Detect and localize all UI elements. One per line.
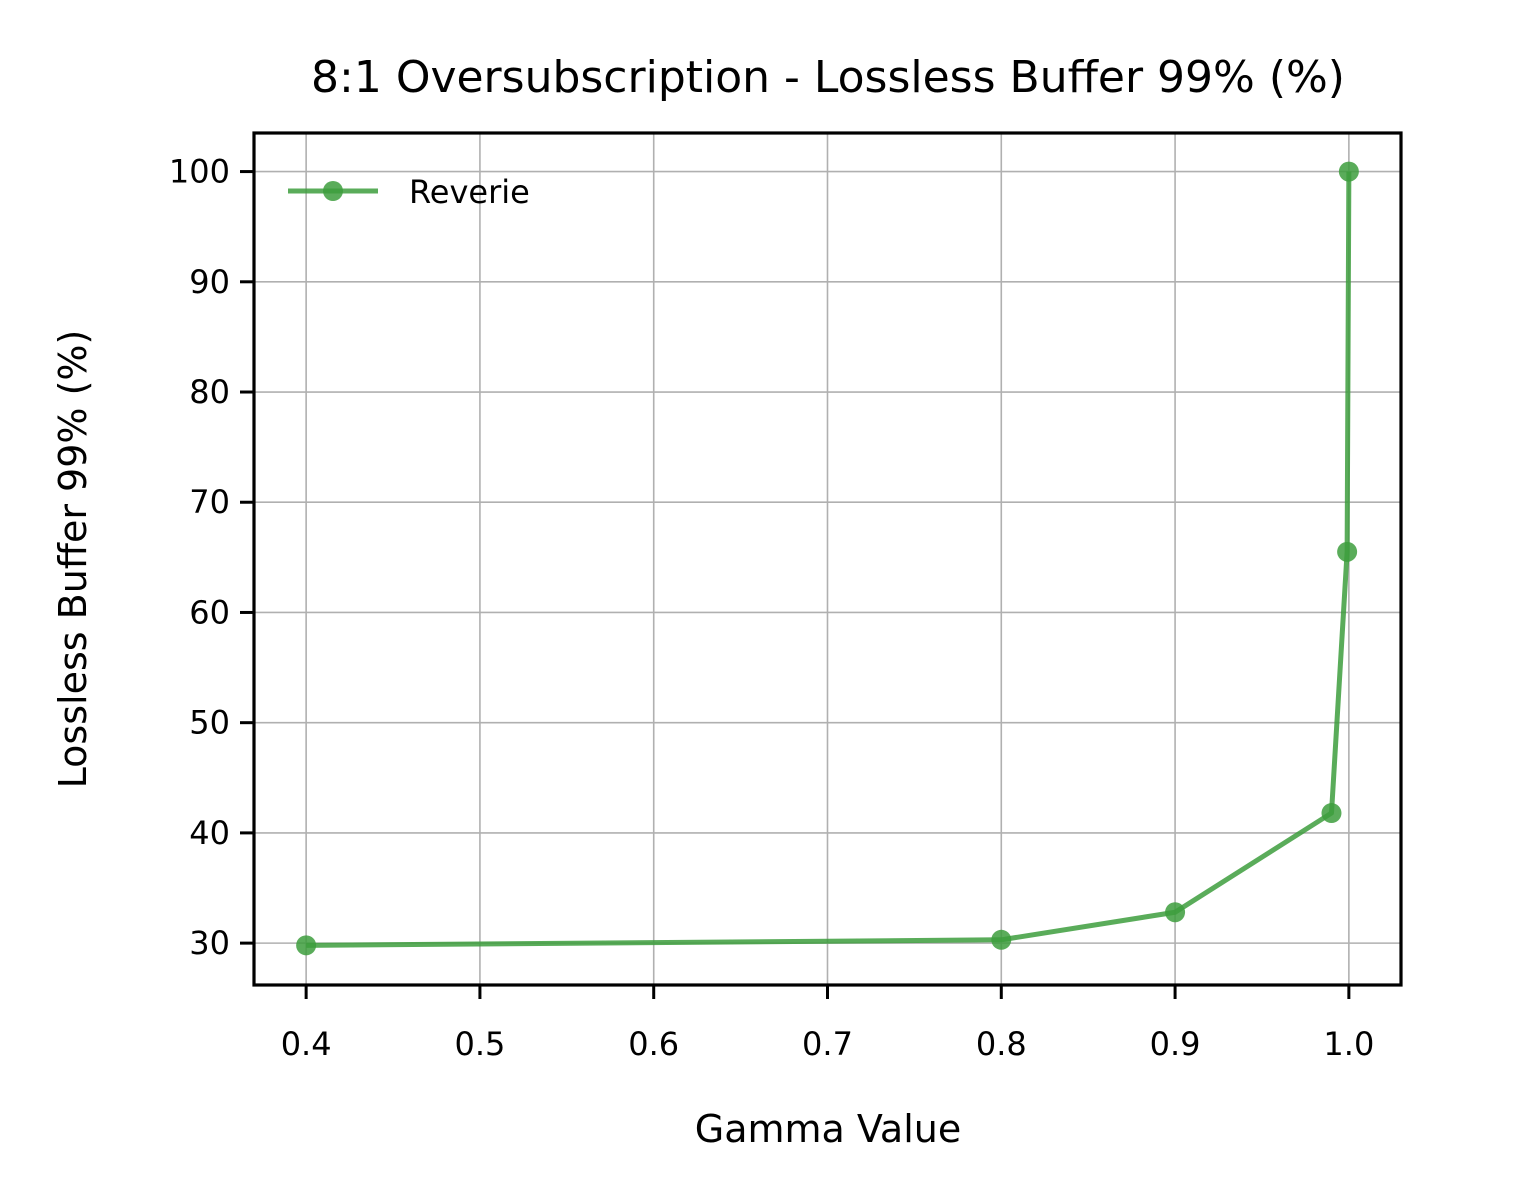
data-point — [1165, 902, 1186, 923]
x-tick-label: 0.6 — [628, 1025, 679, 1063]
series-reverie — [296, 161, 1359, 956]
x-tick-label: 0.5 — [454, 1025, 505, 1063]
legend: Reverie — [288, 173, 530, 211]
data-point — [1337, 541, 1358, 562]
data-point — [1338, 161, 1359, 182]
grid-lines — [254, 133, 1401, 985]
data-point — [296, 935, 317, 956]
chart-title: 8:1 Oversubscription - Lossless Buffer 9… — [311, 52, 1345, 103]
y-tick-label: 70 — [189, 483, 230, 521]
y-tick-label: 50 — [189, 704, 230, 742]
y-tick-label: 90 — [189, 263, 230, 301]
x-axis-label: Gamma Value — [695, 1107, 961, 1151]
legend-label-reverie: Reverie — [409, 173, 530, 211]
y-tick-label: 40 — [189, 814, 230, 852]
y-tick-label: 80 — [189, 373, 230, 411]
y-tick-label: 30 — [189, 924, 230, 962]
data-point — [991, 929, 1012, 950]
x-tick-label: 1.0 — [1323, 1025, 1374, 1063]
y-tick-label: 60 — [189, 593, 230, 631]
data-point — [1321, 803, 1342, 824]
x-tick-label: 0.8 — [976, 1025, 1027, 1063]
x-tick-label: 0.7 — [802, 1025, 853, 1063]
x-tick-label: 0.9 — [1150, 1025, 1201, 1063]
x-tick-label: 0.4 — [281, 1025, 332, 1063]
x-axis: 0.4 0.5 0.6 0.7 0.8 0.9 1.0 — [281, 985, 1374, 1063]
y-axis: 30 40 50 60 70 80 90 100 — [169, 153, 254, 962]
y-tick-label: 100 — [169, 153, 230, 191]
series-line-reverie — [306, 171, 1352, 948]
y-axis-label: Lossless Buffer 99% (%) — [51, 330, 95, 789]
legend-marker-reverie — [323, 181, 343, 201]
